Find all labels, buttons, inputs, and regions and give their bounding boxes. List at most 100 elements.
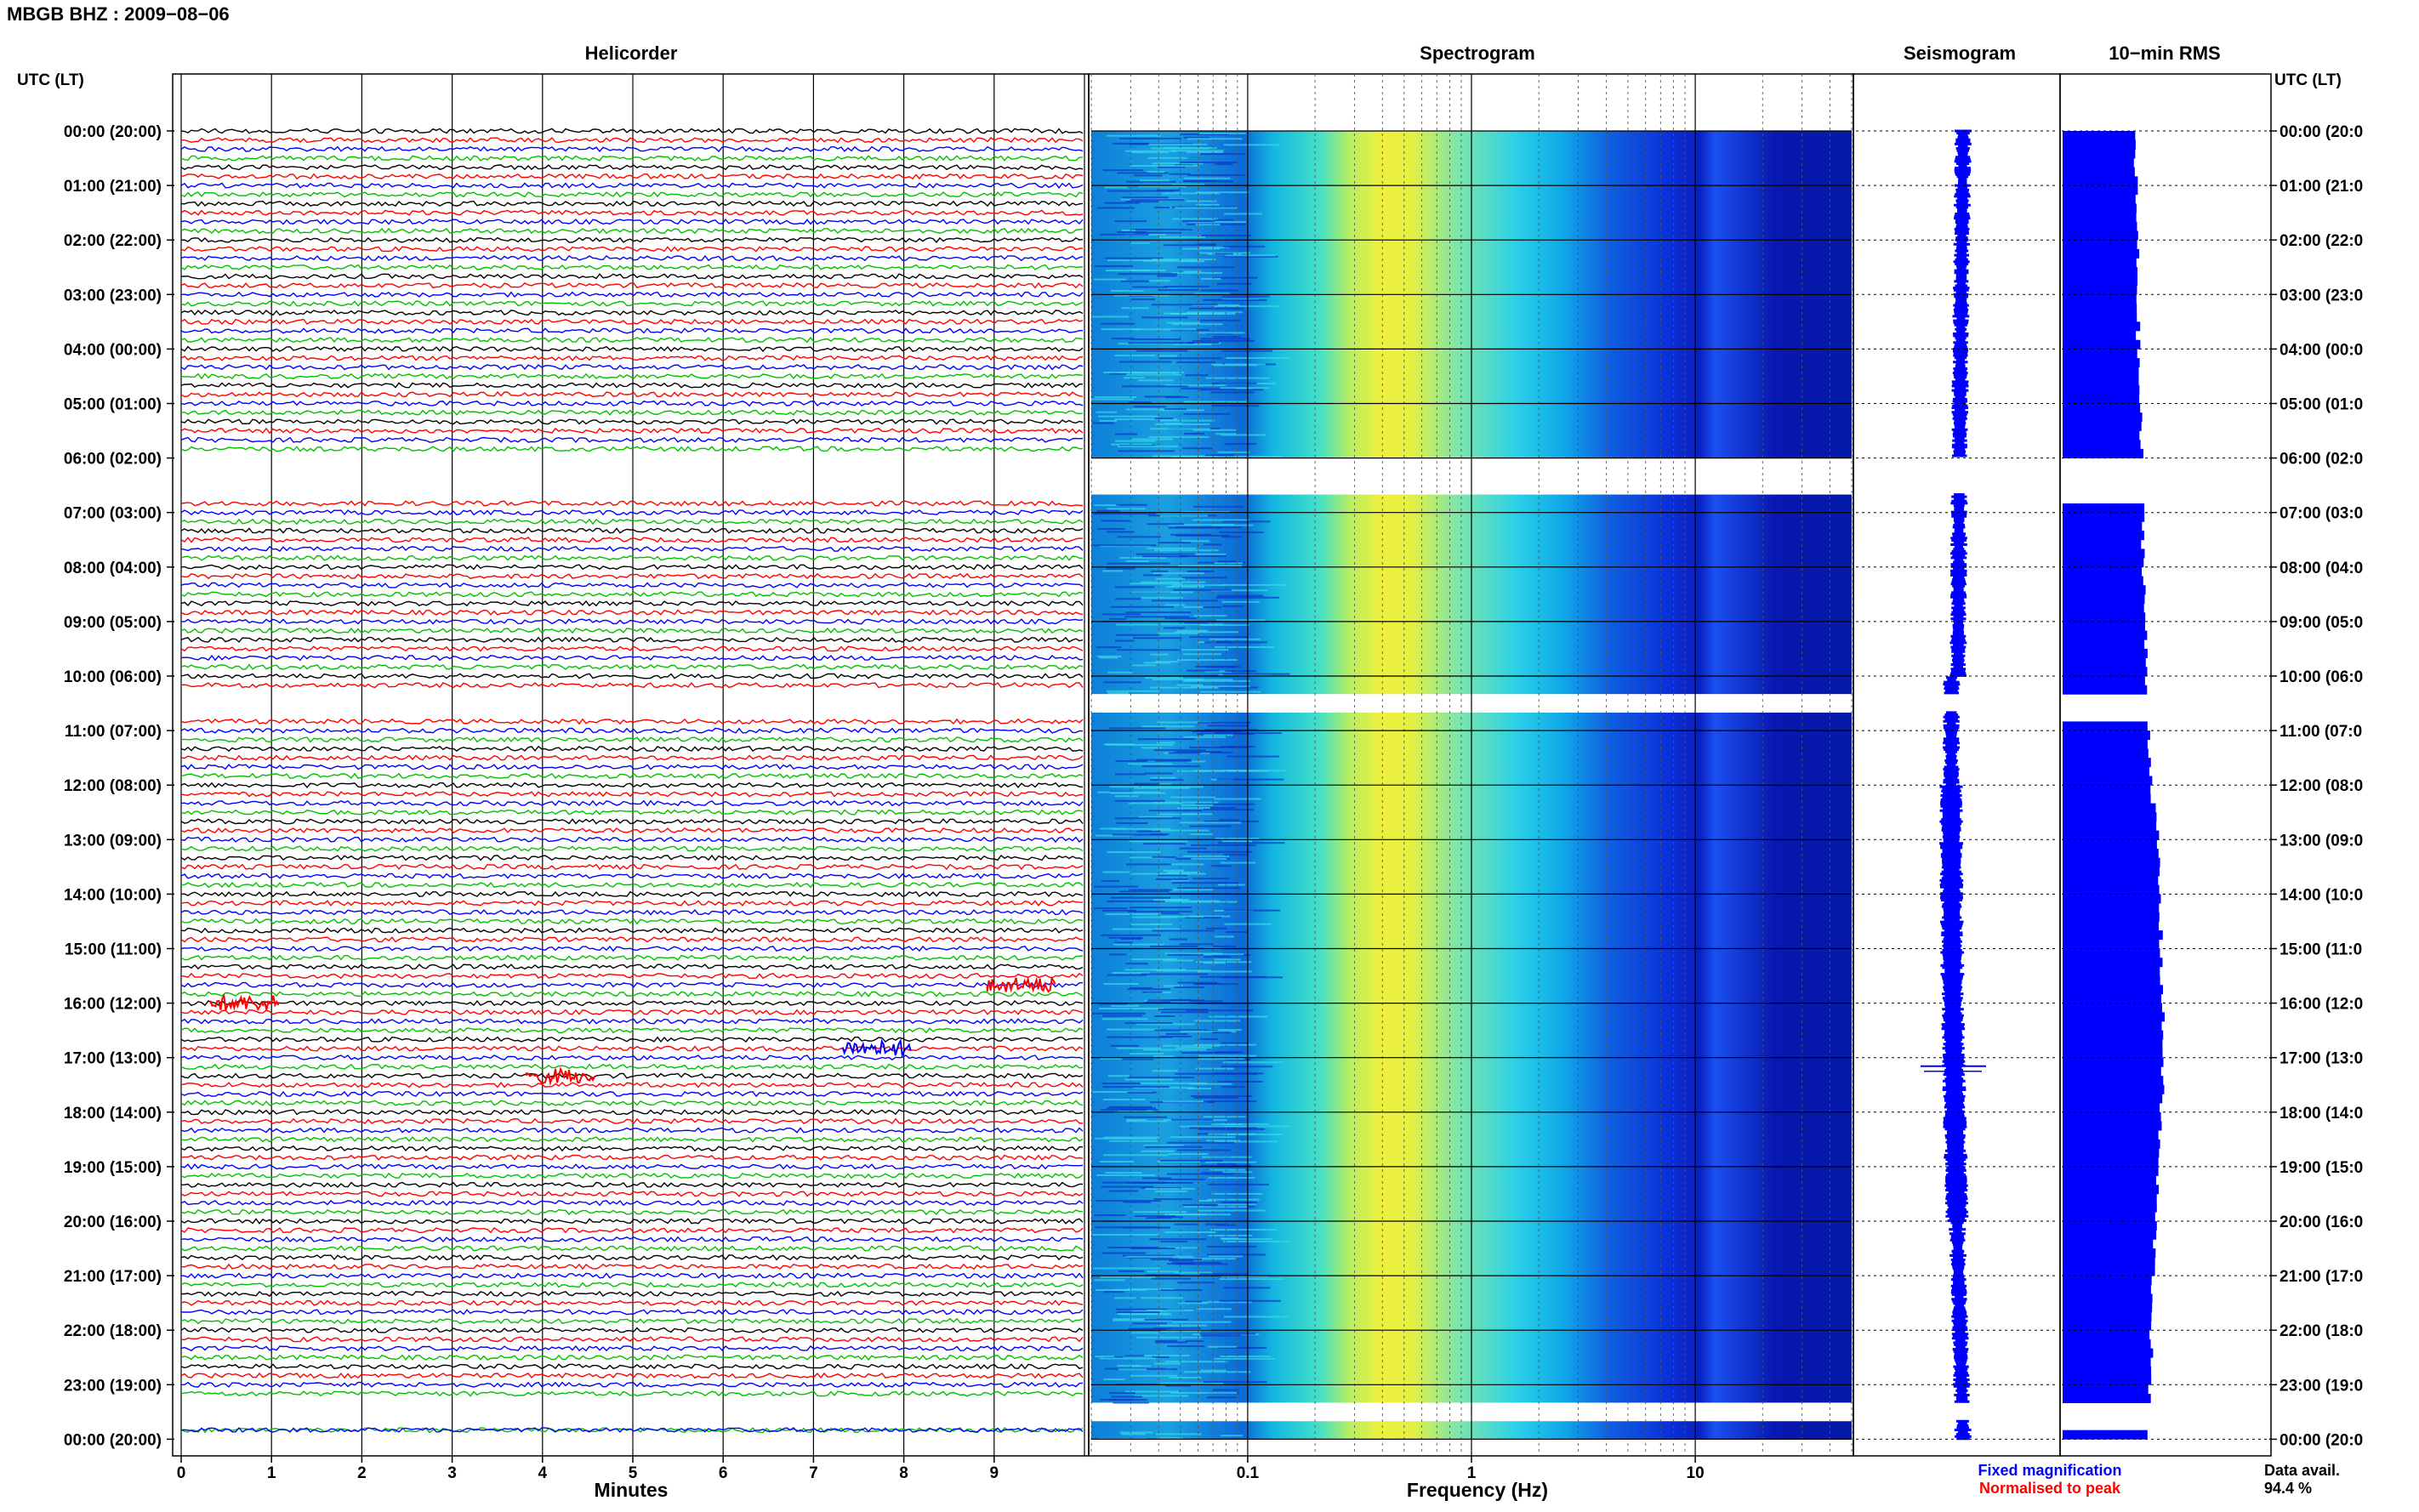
spectrogram-speckle (1184, 622, 1209, 624)
spectrogram-speckle (1221, 770, 1288, 772)
spectrogram-speckle (1219, 1278, 1284, 1281)
rms-frame (2059, 73, 2272, 1457)
spectrogram-speckle (1093, 278, 1127, 281)
spectrogram-speckle (1210, 589, 1268, 592)
spectrogram-speckle (1107, 259, 1175, 262)
spectrogram-speckle (1095, 834, 1133, 837)
helicorder-trace-line (180, 1191, 1084, 1197)
spectrogram-speckle (1116, 1311, 1160, 1314)
spectrogram-speckle (1205, 1223, 1228, 1225)
helicorder-trace-line (180, 345, 1084, 353)
helicorder-trace-line (180, 572, 1084, 580)
rms-bar (2063, 258, 2137, 268)
spectrogram-speckle (1158, 1035, 1192, 1037)
spectrogram-speckle (1194, 770, 1245, 772)
spectrogram-speckle (1136, 350, 1188, 352)
rms-bar (2063, 594, 2145, 604)
spectrogram-speckle (1124, 969, 1187, 971)
rms-bar (2063, 440, 2141, 450)
spectrogram-speckle (1207, 725, 1249, 727)
rms-bar (2063, 1121, 2162, 1131)
spectrogram-speckle (1221, 600, 1260, 603)
spectrogram-speckle (1126, 1181, 1193, 1184)
spectrogram-speckle (1129, 986, 1153, 989)
spectrogram-speckle (1181, 813, 1213, 816)
rms-bar (2063, 657, 2146, 668)
rms-bar (2063, 1248, 2156, 1259)
spectrogram-speckle (1141, 555, 1188, 558)
spectrogram-speckle (1118, 361, 1172, 363)
spectrogram-speckle (1225, 670, 1256, 673)
spectrogram-speckle (1170, 879, 1190, 882)
helicorder-trace-line (180, 1317, 1084, 1325)
rms-bar (2063, 785, 2151, 795)
spectrogram-speckle (1192, 730, 1243, 733)
spectrogram-speckle (1095, 1288, 1132, 1291)
spectrogram-speckle (1202, 1156, 1252, 1158)
helicorder-trace-line (180, 845, 1084, 852)
spectrogram-speckle (1173, 323, 1222, 326)
spectrogram-speckle (1203, 1116, 1246, 1118)
helicorder-trace-line (180, 1172, 1084, 1179)
spectrogram-speckle (1214, 798, 1261, 800)
spectrogram-speckle (1211, 865, 1232, 867)
spectrogram-speckle (1216, 778, 1284, 781)
spectrogram-speckle (1223, 245, 1266, 247)
spectrogram-speckle (1199, 691, 1261, 693)
spectrogram-speckle (1218, 674, 1272, 676)
spectrogram-speckle (1136, 759, 1192, 761)
spectrogram-speckle (1121, 385, 1188, 388)
helicorder-trace-line (180, 1227, 1084, 1234)
spectrogram-speckle (1220, 387, 1270, 389)
spectrogram-speckle (1213, 305, 1280, 308)
spectrogram-speckle (1166, 1247, 1198, 1249)
spectrogram-speckle (1115, 598, 1141, 600)
spectrogram-speckle (1125, 373, 1181, 376)
helicorder-tick-label: 6 (719, 1464, 728, 1482)
spectrogram-speckle (1118, 890, 1170, 893)
spectrogram-speckle (1168, 752, 1201, 754)
spectrogram-tick-label: 0.1 (1237, 1464, 1260, 1482)
spectrogram-speckle (1224, 255, 1278, 258)
rms-bar (2063, 1130, 2159, 1140)
rms-bar (2063, 748, 2149, 759)
spectrogram-speckle (1113, 1318, 1157, 1321)
spectrogram-speckle (1187, 570, 1214, 572)
spectrogram-speckle (1157, 1160, 1201, 1162)
spectrogram-speckle (1183, 412, 1231, 415)
rms-bar (2063, 185, 2138, 196)
left-time-label: 00:00 (20:00) (64, 123, 162, 141)
spectrogram-speckle (1155, 1341, 1187, 1344)
spectrogram-speckle (1101, 1185, 1154, 1188)
spectrogram-speckle (1136, 830, 1161, 833)
spectrogram-speckle (1130, 873, 1191, 875)
spectrogram-speckle (1153, 899, 1182, 901)
helicorder-trace-line (180, 436, 1084, 443)
spectrogram-speckle (1216, 282, 1252, 285)
spectrogram-speckle (1108, 1398, 1133, 1401)
helicorder-traces (180, 128, 1084, 1434)
spectrogram-speckle (1218, 819, 1239, 821)
spectrogram-speckle (1223, 144, 1279, 146)
spectrogram-speckle (1183, 605, 1205, 608)
rms-bar (2063, 930, 2163, 941)
spectrogram-speckle (1130, 1332, 1159, 1334)
spectrogram-speckle (1138, 185, 1187, 188)
spectrogram-speckle (1125, 180, 1176, 183)
rms-bar (2063, 276, 2137, 286)
left-time-label: 22:00 (18:00) (64, 1322, 162, 1340)
spectrogram-speckle (1195, 665, 1240, 668)
spectrogram-speckle (1174, 1223, 1199, 1225)
spectrogram-speckle (1115, 759, 1147, 762)
spectrogram-speckle (1129, 907, 1192, 909)
right-time-label: 08:00 (04:0 (2280, 560, 2363, 577)
rms-bar (2063, 1049, 2163, 1058)
spectrogram-speckle (1179, 943, 1214, 946)
spectrogram-speckle (1175, 1263, 1228, 1265)
helicorder-trace-line (180, 1045, 1084, 1052)
spectrogram-speckle (1211, 382, 1257, 384)
spectrogram-speckle (1107, 692, 1130, 695)
helicorder-trace-line (180, 364, 1084, 371)
helicorder-trace-line (180, 1136, 1084, 1143)
spectrogram-speckle (1101, 1083, 1141, 1085)
